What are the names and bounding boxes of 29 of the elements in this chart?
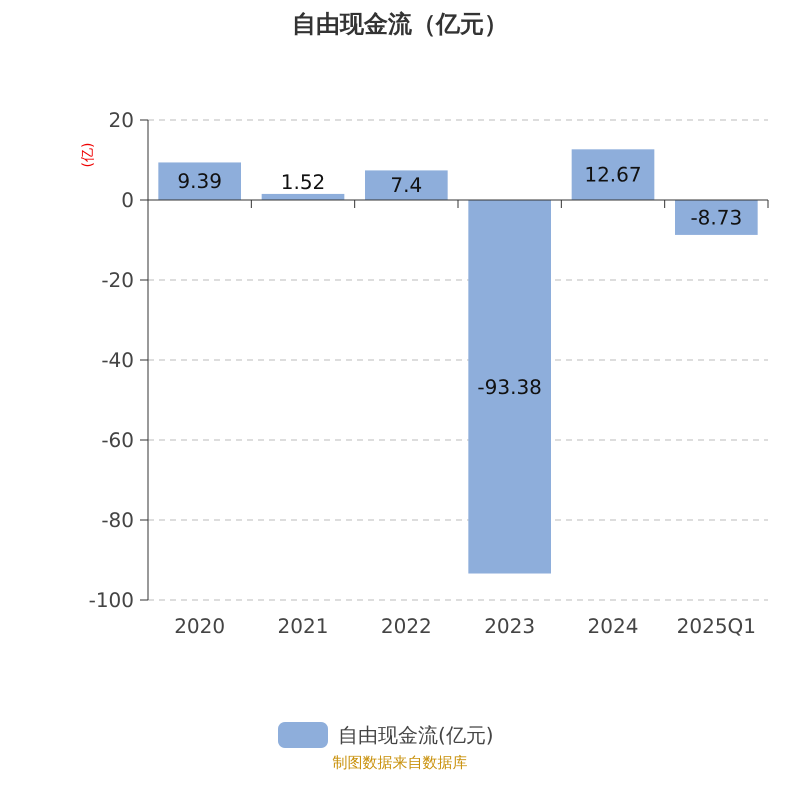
data-label: 9.39 [177,169,222,194]
y-axis-title: (亿) [80,142,96,168]
y-tick-label: -100 [88,588,134,612]
y-tick-label: 20 [108,108,134,132]
x-tick-label: 2020 [174,614,226,638]
bar [262,194,344,200]
x-tick-label: 2021 [278,614,328,638]
x-tick-label: 2023 [484,614,536,638]
legend-label: 自由现金流(亿元) [338,723,494,747]
chart-title: 自由现金流（亿元） [292,10,508,38]
x-tick-label: 2025Q1 [676,614,756,638]
y-tick-label: -40 [101,348,134,372]
data-label: 1.52 [280,170,326,194]
y-tick-label: 0 [121,188,134,212]
data-label: 12.67 [584,162,642,187]
data-label: -93.38 [477,374,542,399]
bar [158,162,241,200]
y-tick-label: -20 [101,268,134,292]
bar [365,170,448,200]
x-tick-label: 2022 [380,614,432,638]
y-tick-label: -80 [101,508,134,532]
x-tick-label: 2024 [588,614,638,638]
bar [468,200,551,574]
bar [675,200,758,235]
data-label: 7.4 [390,173,422,198]
data-label: -8.73 [690,205,742,230]
bar [572,149,654,200]
text: 制图数据来自数据库 [332,753,468,772]
y-tick-label: -60 [101,428,134,452]
